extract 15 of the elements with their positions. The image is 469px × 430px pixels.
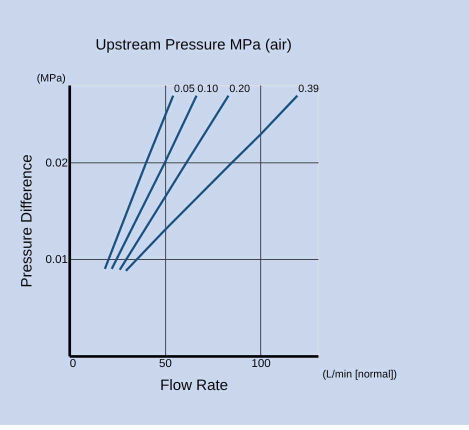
line-series: [124, 94, 298, 272]
y-tick-label: 0.02: [46, 157, 68, 170]
series-label: 0.10: [197, 83, 218, 96]
text: (MPa): [36, 72, 66, 84]
chart-title: Upstream Pressure MPa (air): [96, 36, 292, 54]
x-axis-title: Flow Rate: [160, 377, 228, 394]
y-axis-title: Pressure Difference: [18, 154, 36, 288]
x-tick-label: 0: [70, 358, 76, 370]
x-tick-label: 50: [158, 358, 172, 370]
y-tick-label: 0.01: [46, 254, 68, 266]
text: (L/min [normal]): [322, 368, 397, 380]
series-label: 0.05: [174, 83, 195, 96]
x-tick-label: 100: [251, 358, 271, 370]
series-label: 0.39: [298, 83, 320, 96]
series-label: 0.20: [229, 83, 250, 96]
